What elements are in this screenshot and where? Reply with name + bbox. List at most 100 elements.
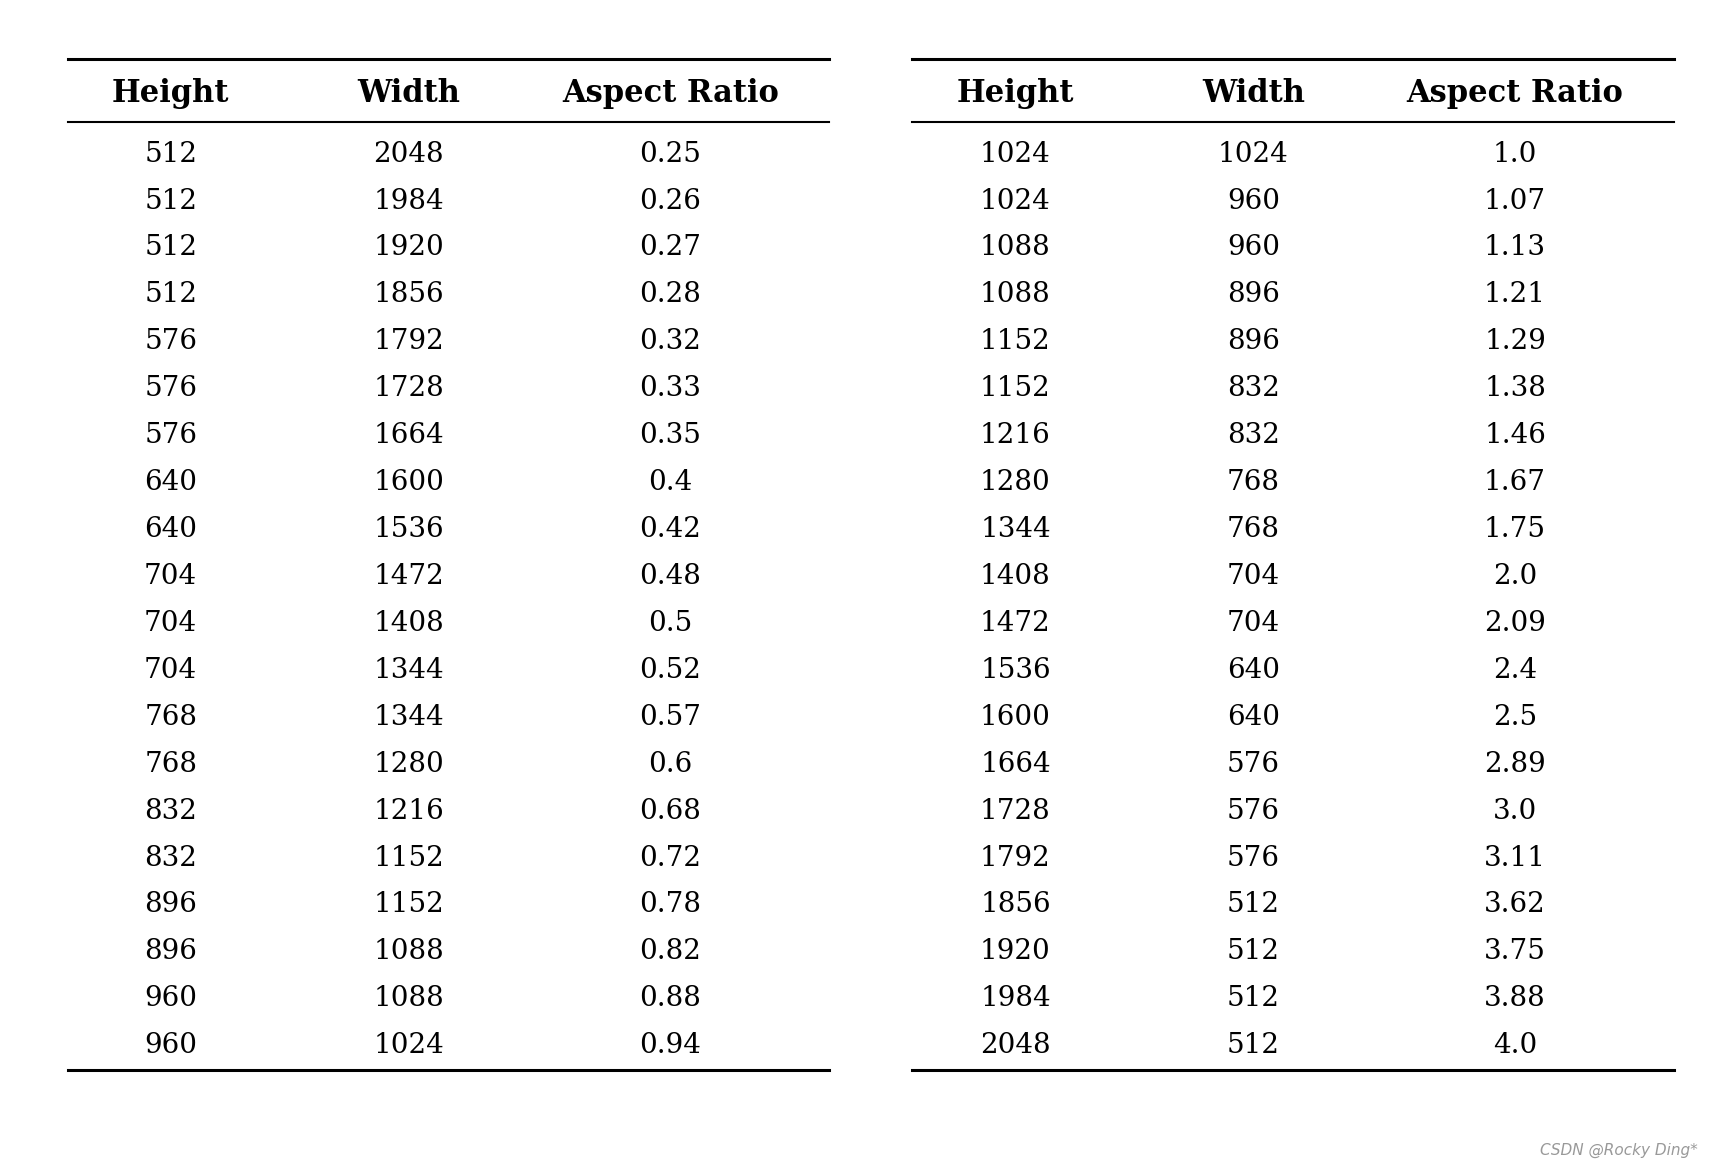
Text: 1344: 1344	[374, 657, 443, 683]
Text: 960: 960	[145, 985, 196, 1013]
Text: 1.13: 1.13	[1484, 234, 1546, 261]
Text: Width: Width	[1201, 79, 1304, 109]
Text: 960: 960	[1227, 187, 1278, 214]
Text: Height: Height	[112, 79, 229, 109]
Text: Aspect Ratio: Aspect Ratio	[1406, 79, 1623, 109]
Text: 0.33: 0.33	[639, 375, 701, 402]
Text: 4.0: 4.0	[1492, 1033, 1537, 1060]
Text: 0.5: 0.5	[648, 610, 693, 637]
Text: 1408: 1408	[372, 610, 445, 637]
Text: 512: 512	[1227, 891, 1278, 918]
Text: 1344: 1344	[374, 703, 443, 730]
Text: 832: 832	[1227, 375, 1278, 402]
Text: 0.26: 0.26	[639, 187, 701, 214]
Text: 832: 832	[1227, 422, 1278, 449]
Text: 0.57: 0.57	[639, 703, 701, 730]
Text: 1.29: 1.29	[1484, 328, 1546, 355]
Text: 576: 576	[1227, 844, 1278, 871]
Text: 1024: 1024	[1216, 141, 1289, 167]
Text: 896: 896	[1227, 281, 1278, 308]
Text: 3.0: 3.0	[1492, 797, 1537, 824]
Text: 1792: 1792	[979, 844, 1051, 871]
Text: 512: 512	[1227, 938, 1278, 965]
Text: 1856: 1856	[374, 281, 443, 308]
Text: 1472: 1472	[372, 563, 445, 590]
Text: 1152: 1152	[372, 891, 445, 918]
Text: 512: 512	[1227, 1033, 1278, 1060]
Text: 0.25: 0.25	[639, 141, 701, 167]
Text: Width: Width	[357, 79, 460, 109]
Text: 1.67: 1.67	[1484, 469, 1546, 496]
Text: 960: 960	[145, 1033, 196, 1060]
Text: 1024: 1024	[979, 187, 1051, 214]
Text: 3.62: 3.62	[1484, 891, 1546, 918]
Text: 896: 896	[145, 891, 196, 918]
Text: 0.42: 0.42	[639, 516, 701, 543]
Text: 2048: 2048	[374, 141, 443, 167]
Text: 1984: 1984	[980, 985, 1049, 1013]
Text: 1.46: 1.46	[1484, 422, 1546, 449]
Text: 640: 640	[145, 516, 196, 543]
Text: 2.89: 2.89	[1484, 750, 1546, 777]
Text: 1728: 1728	[372, 375, 445, 402]
Text: Height: Height	[956, 79, 1073, 109]
Text: 1024: 1024	[372, 1033, 445, 1060]
Text: 1664: 1664	[980, 750, 1049, 777]
Text: 0.52: 0.52	[639, 657, 701, 683]
Text: 1920: 1920	[372, 234, 445, 261]
Text: 0.68: 0.68	[639, 797, 701, 824]
Text: 1088: 1088	[979, 281, 1051, 308]
Text: 960: 960	[1227, 234, 1278, 261]
Text: 1152: 1152	[979, 328, 1051, 355]
Text: 832: 832	[145, 797, 196, 824]
Text: 1152: 1152	[372, 844, 445, 871]
Text: 2.09: 2.09	[1484, 610, 1546, 637]
Text: 896: 896	[1227, 328, 1278, 355]
Text: 0.35: 0.35	[639, 422, 701, 449]
Text: 3.11: 3.11	[1484, 844, 1546, 871]
Text: 768: 768	[145, 750, 196, 777]
Text: 0.32: 0.32	[639, 328, 701, 355]
Text: 640: 640	[1227, 703, 1278, 730]
Text: 0.4: 0.4	[648, 469, 693, 496]
Text: 0.27: 0.27	[639, 234, 701, 261]
Text: 0.28: 0.28	[639, 281, 701, 308]
Text: 1.21: 1.21	[1484, 281, 1546, 308]
Text: 512: 512	[145, 187, 196, 214]
Text: 576: 576	[145, 422, 196, 449]
Text: 896: 896	[145, 938, 196, 965]
Text: 576: 576	[1227, 797, 1278, 824]
Text: 1088: 1088	[372, 985, 445, 1013]
Text: 704: 704	[1227, 610, 1278, 637]
Text: 576: 576	[1227, 750, 1278, 777]
Text: 512: 512	[145, 234, 196, 261]
Text: 1280: 1280	[372, 750, 445, 777]
Text: 0.78: 0.78	[639, 891, 701, 918]
Text: 1088: 1088	[372, 938, 445, 965]
Text: 1984: 1984	[374, 187, 443, 214]
Text: 512: 512	[1227, 985, 1278, 1013]
Text: Aspect Ratio: Aspect Ratio	[562, 79, 779, 109]
Text: 2.0: 2.0	[1492, 563, 1537, 590]
Text: 1.38: 1.38	[1484, 375, 1546, 402]
Text: 0.94: 0.94	[639, 1033, 701, 1060]
Text: 1728: 1728	[979, 797, 1051, 824]
Text: 1152: 1152	[979, 375, 1051, 402]
Text: 1280: 1280	[979, 469, 1051, 496]
Text: 0.6: 0.6	[648, 750, 693, 777]
Text: 1792: 1792	[372, 328, 445, 355]
Text: 512: 512	[145, 281, 196, 308]
Text: 768: 768	[145, 703, 196, 730]
Text: 1408: 1408	[979, 563, 1051, 590]
Text: 1536: 1536	[374, 516, 443, 543]
Text: 512: 512	[145, 141, 196, 167]
Text: 704: 704	[145, 563, 196, 590]
Text: 1088: 1088	[979, 234, 1051, 261]
Text: 1856: 1856	[980, 891, 1049, 918]
Text: 0.88: 0.88	[639, 985, 701, 1013]
Text: 768: 768	[1227, 469, 1278, 496]
Text: 2048: 2048	[980, 1033, 1049, 1060]
Text: 3.75: 3.75	[1484, 938, 1546, 965]
Text: 0.48: 0.48	[639, 563, 701, 590]
Text: 2.5: 2.5	[1492, 703, 1537, 730]
